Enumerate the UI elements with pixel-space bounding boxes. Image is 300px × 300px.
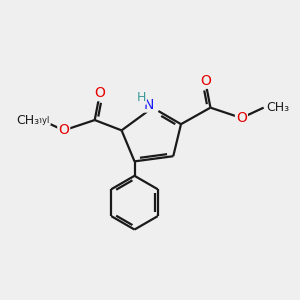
Text: O: O	[200, 74, 211, 88]
Text: methyl: methyl	[21, 116, 50, 124]
Text: CH₃: CH₃	[16, 113, 39, 127]
Text: H: H	[136, 91, 146, 104]
Text: CH₃: CH₃	[266, 101, 290, 114]
Text: N: N	[144, 98, 154, 112]
Text: O: O	[58, 123, 69, 137]
Text: O: O	[94, 86, 105, 100]
Text: O: O	[236, 111, 247, 125]
